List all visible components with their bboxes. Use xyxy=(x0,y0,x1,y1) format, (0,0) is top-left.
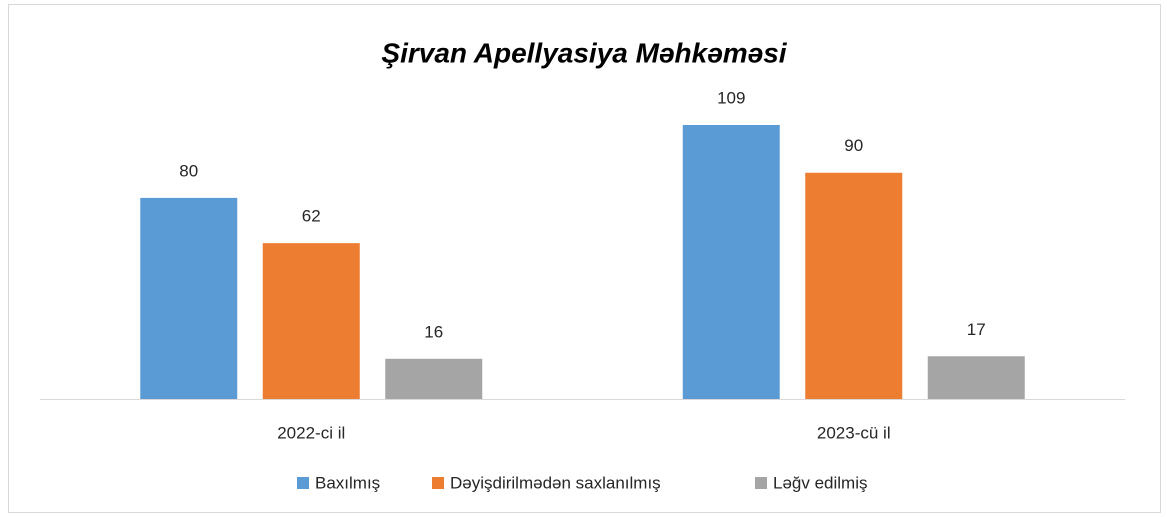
data-label: 17 xyxy=(967,320,986,339)
data-label: 109 xyxy=(717,88,745,107)
bar xyxy=(682,125,780,399)
chart-title: Şirvan Apellyasiya Məhkəməsi xyxy=(381,37,787,68)
data-label: 62 xyxy=(302,207,321,226)
bar xyxy=(140,197,238,399)
bar xyxy=(262,243,360,399)
bar xyxy=(927,356,1025,399)
bar xyxy=(805,172,903,399)
bar xyxy=(385,358,483,399)
legend-swatch xyxy=(297,477,309,489)
legend-label: Dəyişdirilmədən saxlanılmış xyxy=(450,473,661,492)
legend-swatch xyxy=(432,477,444,489)
data-label: 90 xyxy=(844,136,863,155)
legend-label: Baxılmış xyxy=(315,473,380,492)
legend-label: Ləğv edilmiş xyxy=(773,473,868,492)
data-label: 80 xyxy=(179,161,198,180)
data-label: 16 xyxy=(424,322,443,341)
x-tick-label: 2022-ci il xyxy=(277,423,345,442)
legend-swatch xyxy=(755,477,767,489)
x-tick-label: 2023-cü il xyxy=(817,423,891,442)
